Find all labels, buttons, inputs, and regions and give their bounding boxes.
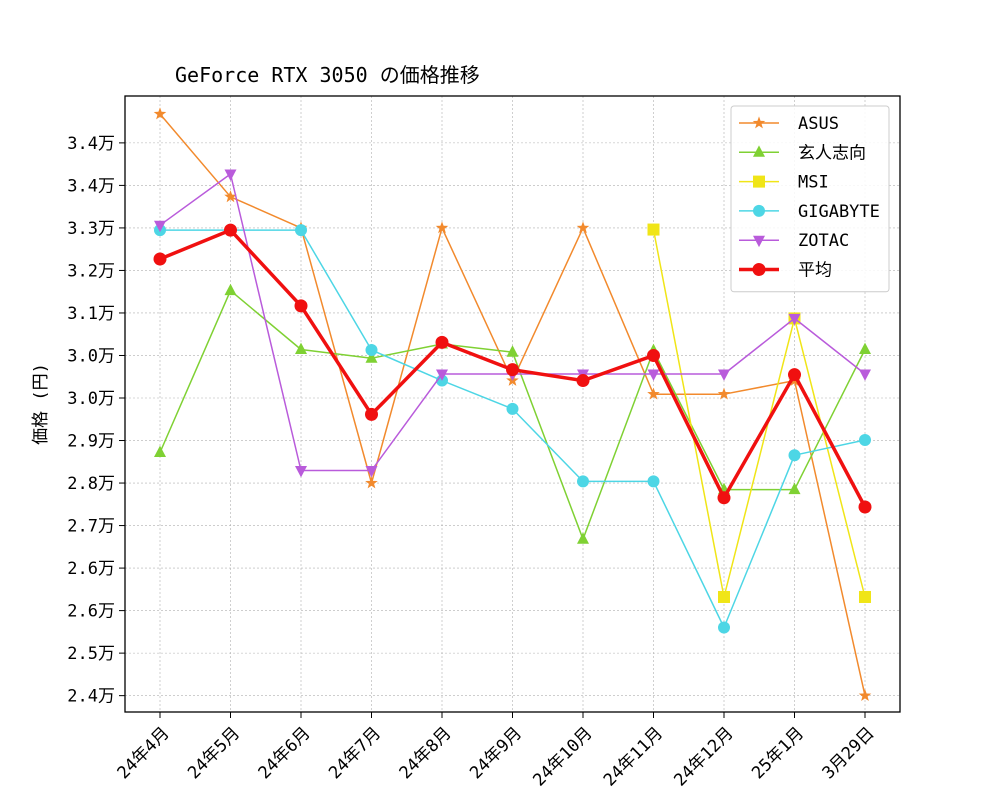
y-tick-label: 3.2万: [67, 261, 115, 281]
y-tick-label: 3.0万: [67, 346, 115, 366]
y-tick-label: 2.5万: [67, 644, 115, 664]
legend-marker: [752, 263, 766, 276]
data-point: [647, 348, 660, 362]
data-point: [859, 433, 871, 446]
data-point: [788, 313, 801, 326]
data-point: [718, 590, 730, 603]
y-tick-label: 2.4万: [67, 687, 115, 707]
series-6: [153, 223, 872, 514]
data-point: [224, 283, 237, 296]
legend-label: 玄人志向: [798, 143, 866, 163]
legend-marker: [752, 116, 766, 129]
y-tick-label: 3.4万: [67, 134, 115, 154]
data-point: [224, 190, 237, 203]
legend-label: GIGABYTE: [798, 202, 880, 222]
legend-label: 平均: [798, 261, 832, 281]
data-point: [647, 369, 660, 381]
data-point: [788, 368, 801, 382]
y-tick-label: 3.3万: [67, 219, 115, 239]
y-tick-label: 2.9万: [67, 432, 115, 452]
data-point: [294, 299, 308, 313]
data-point: [153, 107, 167, 120]
series-lines: [153, 107, 872, 701]
data-point: [153, 252, 167, 266]
y-tick-label: 3.0万: [67, 389, 115, 409]
y-tick-label: 2.8万: [67, 474, 115, 494]
y-tick-label: 2.6万: [67, 559, 115, 579]
data-point: [858, 500, 872, 514]
data-point: [576, 374, 590, 388]
data-point: [224, 169, 237, 181]
data-point: [858, 689, 872, 701]
data-point: [365, 351, 378, 363]
data-point: [295, 224, 307, 237]
data-point: [577, 475, 589, 488]
data-point: [859, 369, 871, 381]
legend-item[interactable]: ASUS: [739, 114, 839, 134]
data-point: [365, 466, 378, 478]
data-point: [435, 221, 449, 234]
data-point: [154, 220, 166, 233]
legend-marker: [753, 175, 765, 188]
data-point: [717, 491, 731, 505]
legend-item[interactable]: 玄人志向: [739, 143, 866, 163]
y-tick-label: 2.7万: [67, 517, 115, 537]
data-point: [788, 449, 801, 462]
data-point: [365, 476, 378, 489]
chart-title: GeForce RTX 3050 の価格推移: [175, 63, 480, 87]
legend-item[interactable]: ZOTAC: [739, 231, 849, 251]
data-point: [647, 475, 660, 488]
data-point: [295, 466, 307, 478]
legend-item[interactable]: MSI: [739, 173, 829, 193]
data-point: [576, 221, 590, 234]
data-point: [718, 621, 730, 634]
legend-marker: [753, 235, 765, 248]
legend-marker: [753, 145, 765, 157]
data-point: [859, 342, 871, 354]
data-point: [506, 345, 519, 357]
data-point: [647, 223, 660, 236]
data-point: [717, 387, 731, 400]
legend-label: MSI: [798, 173, 829, 193]
y-tick-label: 3.1万: [67, 304, 115, 324]
data-point: [435, 335, 449, 349]
legend-label: ASUS: [798, 114, 839, 134]
data-point: [788, 482, 801, 495]
data-point: [295, 342, 307, 354]
legend-item[interactable]: GIGABYTE: [739, 202, 880, 222]
y-tick-label: 3.4万: [67, 176, 115, 196]
series-line: [652, 229, 866, 598]
data-point: [577, 532, 589, 544]
data-point: [365, 407, 378, 421]
data-point: [647, 387, 660, 400]
data-point: [436, 369, 448, 381]
data-point: [506, 402, 519, 415]
legend-item[interactable]: 平均: [739, 261, 832, 281]
y-axis-label: 価格 (円): [31, 363, 51, 445]
legend[interactable]: ASUS 玄人志向 MSI GIGABYTE ZOTAC 平均: [730, 105, 890, 293]
data-point: [224, 223, 237, 237]
data-point: [365, 344, 378, 357]
legend-marker: [753, 204, 765, 217]
data-point: [154, 445, 166, 458]
data-point: [506, 363, 519, 377]
data-point: [859, 590, 871, 603]
data-point: [718, 369, 730, 381]
y-tick-label: 2.6万: [67, 602, 115, 622]
legend-label: ZOTAC: [798, 231, 849, 251]
